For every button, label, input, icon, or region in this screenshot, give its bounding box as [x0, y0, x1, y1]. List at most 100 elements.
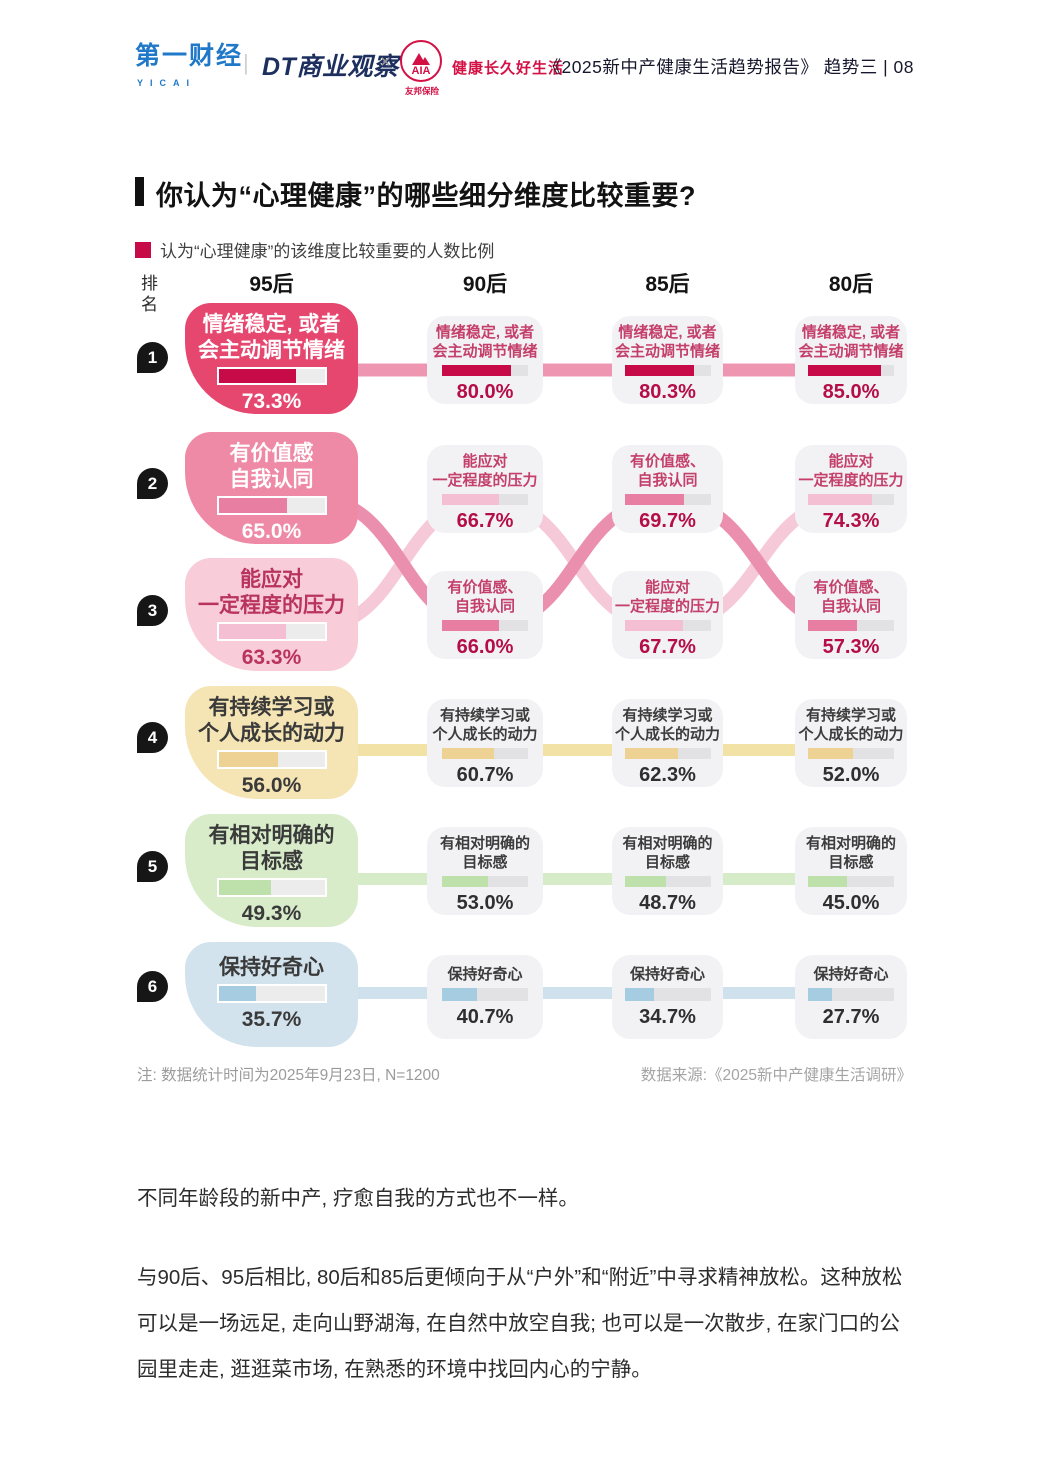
bar-track: [442, 876, 528, 887]
header-divider: |: [243, 50, 249, 75]
bar-fill: [218, 369, 297, 383]
percent-label: 53.0%: [456, 892, 514, 914]
bar-fill: [218, 880, 271, 895]
aia-logo-circle: AIA: [400, 40, 442, 82]
bar-track: [442, 365, 528, 376]
percent-label: 40.7%: [456, 1006, 514, 1028]
rank-axis-char-1: 排: [141, 274, 158, 293]
dimension-label: 有相对明确的 目标感: [805, 835, 896, 871]
bar-fill: [442, 876, 488, 887]
bar-fill: [624, 494, 685, 505]
yicai-logo-sub: YICAI: [137, 78, 197, 88]
bar-fill: [218, 986, 257, 1001]
bar-fill: [218, 752, 278, 767]
dt-logo: DT商业观察: [262, 53, 399, 81]
aia-logo-text: AIA: [411, 65, 431, 77]
dimension-card-r5-95: 有相对明确的 目标感 49.3%: [185, 814, 358, 927]
percent-label: 57.3%: [822, 636, 880, 658]
dimension-card-r1-85: 情绪稳定, 或者 会主动调节情绪 80.3%: [612, 316, 723, 404]
title-accent-bar: [135, 177, 144, 206]
bar-fill: [624, 365, 694, 376]
percent-label: 34.7%: [639, 1006, 696, 1028]
bar-fill: [624, 620, 683, 631]
dimension-card-r4-90: 有持续学习或 个人成长的动力 60.7%: [427, 699, 543, 787]
percent-label: 67.7%: [639, 636, 696, 658]
bar-track: [808, 988, 894, 1001]
mountain-icon: [412, 52, 430, 65]
dimension-label: 有持续学习或 个人成长的动力: [614, 707, 720, 743]
dimension-label: 保持好奇心: [813, 966, 889, 983]
bar-fill: [624, 876, 667, 887]
dimension-card-r4-95: 有持续学习或 个人成长的动力 56.0%: [185, 686, 358, 799]
rank-badge-4: 4: [137, 722, 168, 753]
dimension-card-r6-85: 保持好奇心 34.7%: [612, 955, 723, 1039]
bar-fill: [808, 494, 872, 505]
bar-fill: [442, 365, 511, 376]
dimension-label: 情绪稳定, 或者 会主动调节情绪: [198, 313, 345, 362]
bar-track: [216, 984, 327, 1003]
dimension-card-r3-95: 能应对 一定程度的压力 63.3%: [185, 558, 358, 671]
bar-track: [442, 494, 528, 505]
rank-axis-label: 排 名: [141, 273, 158, 316]
bar-track: [624, 494, 711, 505]
dimension-card-r3-85: 能应对 一定程度的压力 67.7%: [612, 571, 723, 659]
bar-fill: [218, 498, 288, 513]
legend: 认为“心理健康”的该维度比较重要的人数比例: [135, 237, 494, 262]
bar-track: [216, 750, 327, 769]
rank-axis-char-2: 名: [141, 295, 158, 315]
report-title: 《2025新中产健康生活趋势报告》 趋势三 | 08: [543, 57, 914, 77]
data-note: 注: 数据统计时间为2025年9月23日, N=1200: [137, 1067, 440, 1084]
dimension-label: 保持好奇心: [447, 966, 523, 983]
dimension-card-r4-85: 有持续学习或 个人成长的动力 62.3%: [612, 699, 723, 787]
ribbon-stress-curve: [319, 493, 852, 633]
rank-badge-1: 1: [137, 342, 168, 373]
bar-fill: [808, 748, 853, 759]
percent-label: 35.7%: [241, 1008, 302, 1031]
dimension-label: 能应对 一定程度的压力: [198, 568, 345, 617]
bar-fill: [808, 876, 847, 887]
bar-track: [442, 748, 528, 759]
dimension-card-r6-95: 保持好奇心 35.7%: [185, 942, 358, 1047]
percent-label: 49.3%: [241, 902, 302, 925]
bar-track: [624, 365, 711, 376]
dimension-card-r5-80: 有相对明确的 目标感 45.0%: [795, 827, 907, 915]
dimension-card-r1-95: 情绪稳定, 或者 会主动调节情绪 73.3%: [185, 303, 358, 414]
bar-track: [624, 988, 711, 1001]
bar-fill: [808, 365, 882, 376]
bar-track: [808, 876, 894, 887]
dimension-card-r1-80: 情绪稳定, 或者 会主动调节情绪 85.0%: [795, 316, 907, 404]
dimension-card-r3-80: 有价值感、 自我认同 57.3%: [795, 571, 907, 659]
rank-badge-2: 2: [137, 468, 168, 499]
bar-track: [216, 367, 327, 385]
bar-fill: [624, 748, 679, 759]
dimension-label: 保持好奇心: [219, 956, 324, 979]
percent-label: 65.0%: [241, 520, 302, 543]
bar-fill: [442, 494, 500, 505]
yicai-logo: 第一财经 YICAI: [135, 44, 243, 88]
percent-label: 66.0%: [456, 636, 514, 658]
percent-label: 80.0%: [456, 381, 514, 403]
data-source: 数据来源:《2025新中产健康生活调研》: [640, 1067, 912, 1084]
dimension-card-r3-90: 有价值感、 自我认同 66.0%: [427, 571, 543, 659]
dimension-label: 有相对明确的 目标感: [208, 824, 335, 873]
dimension-label: 情绪稳定, 或者 会主动调节情绪: [798, 324, 904, 360]
dimension-label: 能应对 一定程度的压力: [614, 579, 720, 615]
percent-label: 69.7%: [639, 510, 696, 532]
dimension-label: 有相对明确的 目标感: [439, 835, 530, 871]
rank-badge-3: 3: [137, 595, 168, 626]
section-title: 你认为“心理健康”的哪些细分维度比较重要?: [156, 181, 696, 211]
bar-track: [624, 620, 711, 631]
dimension-card-r2-85: 有价值感、 自我认同 69.7%: [612, 445, 723, 533]
cross-icon: ×: [380, 52, 392, 73]
bar-track: [216, 878, 327, 897]
aia-slogan: 健康长久好生活: [452, 60, 565, 77]
bar-track: [808, 365, 894, 376]
dimension-card-r6-90: 保持好奇心 40.7%: [427, 955, 543, 1039]
legend-swatch: [135, 241, 151, 258]
legend-label: 认为“心理健康”的该维度比较重要的人数比例: [160, 242, 495, 261]
dimension-label: 情绪稳定, 或者 会主动调节情绪: [432, 324, 538, 360]
dimension-label: 有价值感、 自我认同: [813, 579, 889, 615]
dimension-label: 保持好奇心: [629, 966, 705, 983]
cohort-header-90: 90后: [462, 273, 508, 296]
percent-label: 45.0%: [822, 892, 880, 914]
